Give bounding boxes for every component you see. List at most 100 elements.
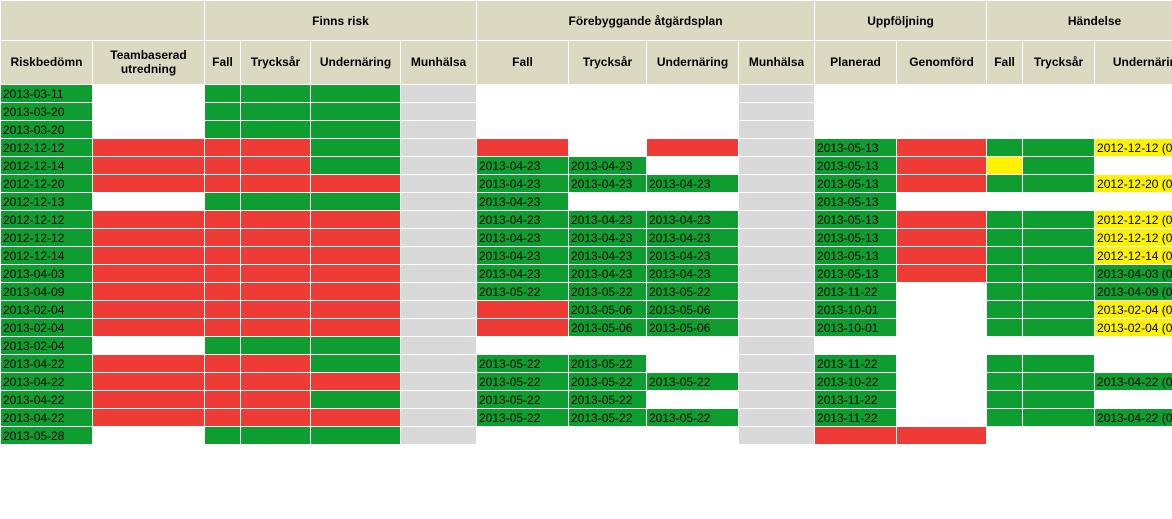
status-cell: 2012-12-12 <box>1 229 93 247</box>
status-cell <box>93 193 205 211</box>
status-cell <box>205 409 241 427</box>
status-cell <box>987 265 1023 283</box>
status-cell <box>93 211 205 229</box>
status-cell: 2013-05-22 <box>569 283 647 301</box>
status-cell <box>477 301 569 319</box>
status-cell <box>739 85 815 103</box>
status-cell <box>739 265 815 283</box>
status-cell <box>311 337 401 355</box>
status-cell <box>739 229 815 247</box>
status-cell <box>93 355 205 373</box>
status-cell <box>897 139 987 157</box>
status-cell <box>1023 319 1095 337</box>
table-row: 2012-12-142013-04-232013-04-232013-04-23… <box>1 247 1172 265</box>
status-cell <box>93 157 205 175</box>
status-cell <box>401 139 477 157</box>
status-cell <box>205 247 241 265</box>
status-cell: 2013-05-22 <box>647 283 739 301</box>
status-cell: 2013-02-04 (0%) <box>1095 319 1172 337</box>
table-row: 2013-04-092013-05-222013-05-222013-05-22… <box>1 283 1172 301</box>
table-row: 2012-12-202013-04-232013-04-232013-04-23… <box>1 175 1172 193</box>
status-cell <box>1023 427 1095 445</box>
status-cell <box>205 265 241 283</box>
status-cell <box>987 175 1023 193</box>
status-cell: 2013-05-22 <box>477 355 569 373</box>
status-cell <box>739 247 815 265</box>
status-cell <box>987 121 1023 139</box>
status-cell: 2013-04-23 <box>647 229 739 247</box>
status-cell <box>739 355 815 373</box>
table-row: 2013-04-222013-05-222013-05-222013-05-22… <box>1 409 1172 427</box>
table-row: 2013-05-28 <box>1 427 1172 445</box>
status-cell <box>897 121 987 139</box>
status-cell <box>739 373 815 391</box>
status-cell: 2013-04-23 <box>477 175 569 193</box>
status-cell: 2013-05-06 <box>647 301 739 319</box>
status-cell: 2013-11-22 <box>815 355 897 373</box>
group-header-cell <box>1 1 205 41</box>
status-cell <box>477 103 569 121</box>
status-cell: 2013-05-22 <box>569 391 647 409</box>
status-cell: 2013-04-23 <box>647 175 739 193</box>
status-cell <box>205 175 241 193</box>
status-cell: 2012-12-20 <box>1 175 93 193</box>
status-cell <box>897 409 987 427</box>
status-cell <box>815 427 897 445</box>
status-cell <box>739 319 815 337</box>
status-cell <box>987 247 1023 265</box>
status-cell <box>897 85 987 103</box>
status-cell <box>401 337 477 355</box>
status-cell <box>897 247 987 265</box>
status-cell <box>897 355 987 373</box>
status-cell <box>739 139 815 157</box>
status-cell <box>477 427 569 445</box>
status-cell: 2013-05-06 <box>647 319 739 337</box>
status-cell <box>93 319 205 337</box>
group-header-cell: Händelse <box>987 1 1172 41</box>
status-cell <box>1095 337 1172 355</box>
status-cell <box>401 391 477 409</box>
group-header-cell: Förebyggande åtgärdsplan <box>477 1 815 41</box>
status-cell: 2013-04-23 <box>647 265 739 283</box>
status-cell <box>401 265 477 283</box>
status-cell <box>93 391 205 409</box>
status-cell <box>1023 175 1095 193</box>
status-cell <box>1023 355 1095 373</box>
status-cell: 2013-04-23 <box>477 247 569 265</box>
status-cell <box>739 121 815 139</box>
status-cell: 2013-04-23 <box>477 211 569 229</box>
status-cell: 2013-04-03 <box>1 265 93 283</box>
status-cell: 2013-02-04 (0%) <box>1095 301 1172 319</box>
status-cell: 2013-02-04 <box>1 301 93 319</box>
status-cell: 2013-05-13 <box>815 247 897 265</box>
status-cell: 2012-12-12 (0%) <box>1095 229 1172 247</box>
status-cell <box>647 193 739 211</box>
status-cell <box>987 355 1023 373</box>
status-cell <box>897 175 987 193</box>
status-cell: 2013-05-13 <box>815 265 897 283</box>
status-cell <box>987 211 1023 229</box>
status-cell: 2013-05-22 <box>569 373 647 391</box>
status-cell <box>987 103 1023 121</box>
status-cell <box>401 409 477 427</box>
status-cell <box>897 301 987 319</box>
status-cell <box>241 355 311 373</box>
status-cell: 2013-05-13 <box>815 157 897 175</box>
status-cell <box>93 427 205 445</box>
status-cell <box>1095 121 1172 139</box>
status-cell <box>205 121 241 139</box>
status-cell <box>401 193 477 211</box>
table-row: 2012-12-122013-04-232013-04-232013-04-23… <box>1 229 1172 247</box>
status-cell <box>815 121 897 139</box>
status-cell: 2013-05-22 <box>647 409 739 427</box>
sub-header-cell: Undernäring <box>1095 41 1172 85</box>
status-cell <box>1023 265 1095 283</box>
sub-header-cell: Riskbedömn <box>1 41 93 85</box>
status-cell <box>311 265 401 283</box>
status-cell <box>987 373 1023 391</box>
status-cell <box>241 319 311 337</box>
status-cell: 2013-11-22 <box>815 409 897 427</box>
status-cell <box>739 157 815 175</box>
status-cell <box>241 85 311 103</box>
status-cell <box>241 193 311 211</box>
